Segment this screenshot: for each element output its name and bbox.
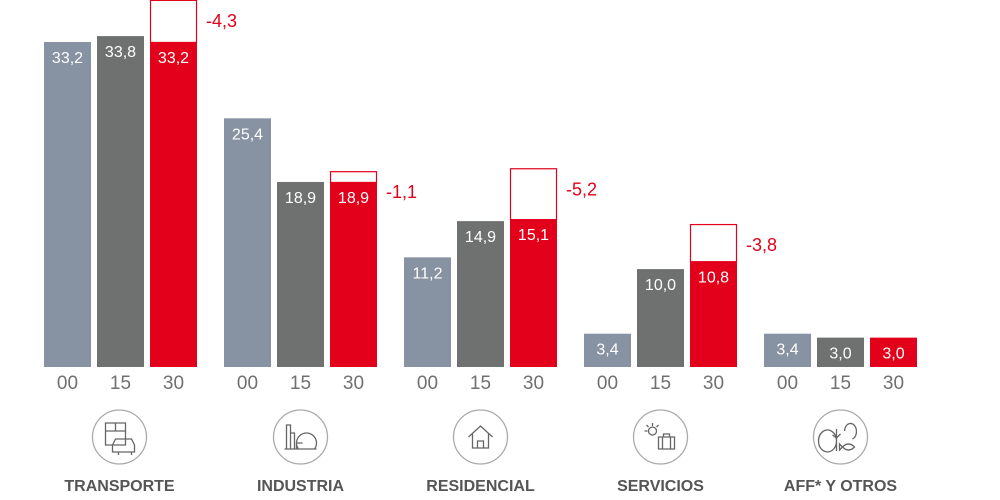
bar-aff-y-otros-30: [870, 337, 917, 367]
bar-residencial-30: [510, 219, 557, 367]
reduction-label: -3,8: [746, 235, 777, 255]
bar-value-label: 3,4: [596, 342, 618, 359]
year-tick-label: 00: [237, 373, 258, 394]
year-tick-label: 00: [777, 373, 798, 394]
year-tick-label: 30: [163, 373, 184, 394]
year-tick-label: 30: [883, 373, 904, 394]
year-tick-label: 15: [290, 373, 311, 394]
category-icon-circle: [452, 409, 509, 465]
bar-value-label: 18,9: [285, 190, 316, 207]
year-tick-label: 15: [650, 373, 671, 394]
category-label: INDUSTRIA: [257, 478, 345, 495]
bar-industria-30: [330, 181, 377, 367]
bar-servicios-30: [690, 261, 737, 367]
bar-value-label: 3,0: [829, 346, 851, 363]
reduction-label: -5,2: [566, 179, 597, 199]
reduction-label: -1,1: [386, 182, 417, 202]
bar-residencial-15: [457, 221, 504, 367]
year-tick-label: 15: [110, 373, 131, 394]
factory-icon: [284, 424, 318, 450]
year-tick-label: 30: [523, 373, 544, 394]
bar-value-label: 33,2: [52, 50, 83, 67]
reduction-outline: [509, 168, 558, 221]
bar-servicios-15: [637, 269, 684, 367]
house-icon: [468, 425, 493, 449]
bar-value-label: 3,0: [882, 346, 904, 363]
category-icon-circle: [91, 409, 148, 465]
category-label: TRANSPORTE: [64, 478, 175, 495]
bar-industria-00: [224, 118, 271, 367]
bar-industria-15: [277, 181, 324, 367]
category-label: RESIDENCIAL: [426, 478, 535, 495]
category-icon-circle: [812, 409, 869, 465]
bar-transporte-15: [97, 36, 144, 368]
year-tick-label: 30: [343, 373, 364, 394]
bar-value-label: 10,8: [698, 269, 729, 286]
tree-fish-icon: [817, 422, 858, 453]
reduction-outline: [149, 0, 198, 44]
bar-value-label: 15,1: [518, 227, 549, 244]
bus-car-icon: [104, 422, 136, 455]
bar-value-label: 25,4: [232, 126, 263, 143]
year-tick-label: 00: [597, 373, 618, 394]
year-tick-label: 00: [57, 373, 78, 394]
bar-transporte-30: [150, 41, 197, 368]
bar-value-label: 10,0: [645, 277, 676, 294]
bar-servicios-00: [584, 333, 631, 367]
bar-value-label: 18,9: [338, 190, 369, 207]
bar-value-label: 3,4: [776, 342, 798, 359]
bar-value-label: 33,8: [105, 44, 136, 61]
category-label: AFF* Y OTROS: [784, 478, 898, 495]
category-label: SERVICIOS: [617, 478, 704, 495]
bar-residencial-00: [404, 257, 451, 367]
sun-suitcase-icon: [644, 423, 676, 450]
reduction-outline: [689, 223, 738, 263]
reduction-outline: [329, 171, 378, 184]
bar-transporte-00: [44, 41, 91, 368]
bar-value-label: 11,2: [413, 265, 443, 282]
year-tick-label: 00: [417, 373, 438, 394]
year-tick-label: 15: [830, 373, 851, 394]
bar-aff-y-otros-00: [764, 333, 811, 367]
bar-value-label: 14,9: [465, 229, 496, 246]
reduction-label: -4,3: [206, 11, 237, 31]
bar-aff-y-otros-15: [817, 337, 864, 367]
year-tick-label: 30: [703, 373, 724, 394]
category-icon-circle: [272, 409, 329, 465]
bar-value-label: 33,2: [158, 50, 189, 67]
year-tick-label: 15: [470, 373, 491, 394]
